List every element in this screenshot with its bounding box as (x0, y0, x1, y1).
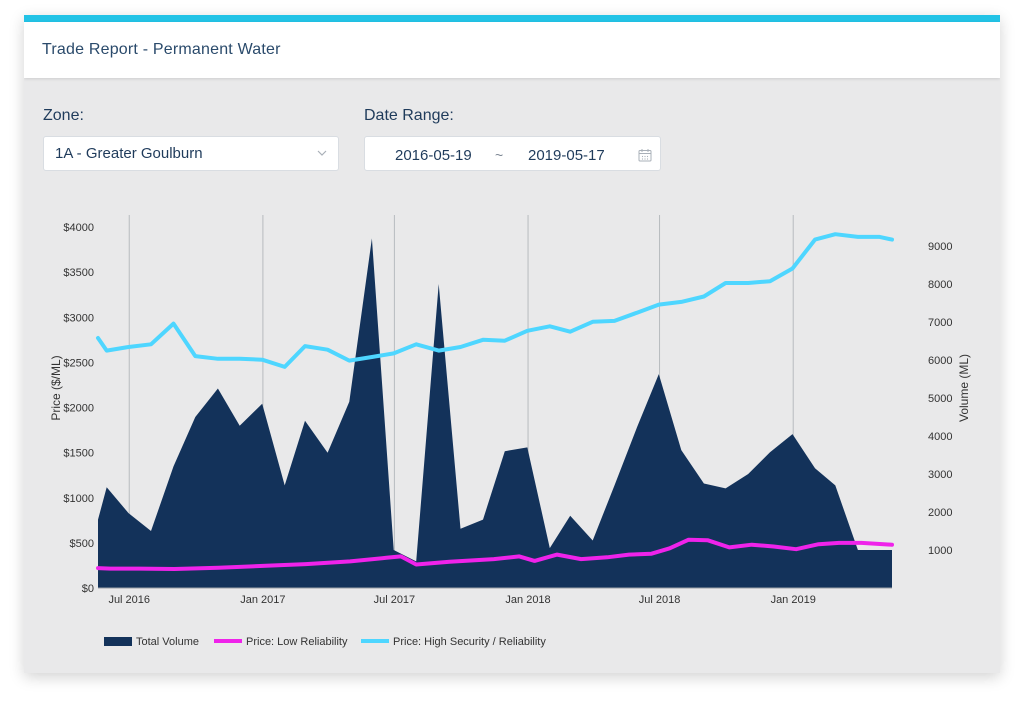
x-tick-label: Jan 2018 (505, 594, 550, 606)
y-tick-label: $0 (82, 583, 94, 595)
y-axis-left: $0 $500 $1000 $1500 $2000 $2500 $3000 $3500 $400… (63, 222, 94, 595)
date-end-input[interactable]: 2019-05-17 (528, 147, 605, 164)
date-start-input[interactable]: 2016-05-19 (395, 147, 472, 164)
x-tick-label: Jan 2019 (771, 594, 816, 606)
legend-swatch (214, 639, 242, 643)
price-lines-layer (96, 232, 894, 571)
y2-tick-label: 4000 (928, 431, 952, 443)
zone-select[interactable]: 1A - Greater Goulburn (43, 136, 339, 171)
y2-tick-label: 2000 (928, 507, 952, 519)
y-tick-label: $2000 (63, 403, 94, 415)
y2-tick-label: 3000 (928, 469, 952, 481)
page-title: Trade Report - Permanent Water (42, 41, 281, 58)
chevron-down-icon (317, 150, 327, 156)
y2-tick-label: 6000 (928, 355, 952, 367)
y-tick-label: $500 (70, 538, 94, 550)
legend: Total Volume Price: Low Reliability Price:… (104, 636, 546, 648)
volume-area-layer (98, 238, 892, 588)
card-header: Trade Report - Permanent Water (24, 22, 1000, 78)
x-tick-label: Jul 2017 (374, 594, 416, 606)
y-axis-right: 1000 2000 3000 4000 5000 6000 7000 8000 9000 (928, 241, 952, 557)
y2-axis-label: Volume (ML) (957, 354, 971, 422)
legend-swatch (361, 639, 389, 643)
series-total-volume-area (98, 238, 892, 588)
calendar-icon[interactable] (638, 148, 652, 162)
trade-report-card: Trade Report - Permanent Water Zone: 1A … (24, 15, 1000, 673)
y2-tick-label: 7000 (928, 317, 952, 329)
x-axis: Jul 2016 Jan 2017 Jul 2017 Jan 2018 Jul 2018… (108, 594, 815, 606)
trade-chart: $0 $500 $1000 $1500 $2000 $2500 $3000 $3500 $400… (49, 215, 971, 648)
y2-tick-label: 1000 (928, 545, 952, 557)
x-tick-label: Jul 2018 (639, 594, 681, 606)
y-tick-label: $4000 (63, 222, 94, 234)
x-tick-label: Jul 2016 (108, 594, 150, 606)
legend-item-0[interactable]: Total Volume (104, 636, 199, 648)
y-axis-label: Price ($/ML) (49, 355, 63, 420)
legend-item-1[interactable]: Price: Low Reliability (214, 636, 348, 648)
y2-tick-label: 5000 (928, 393, 952, 405)
zone-select-value: 1A - Greater Goulburn (55, 145, 203, 162)
legend-swatch (104, 637, 132, 646)
y-tick-label: $2500 (63, 357, 94, 369)
y-tick-label: $3000 (63, 312, 94, 324)
series-low-reliability-line (96, 537, 894, 571)
y-tick-label: $1000 (63, 493, 94, 505)
zone-label: Zone: (43, 107, 84, 124)
y2-tick-label: 9000 (928, 241, 952, 253)
date-range-label: Date Range: (364, 107, 454, 124)
legend-label: Total Volume (136, 636, 199, 648)
legend-label: Price: High Security / Reliability (393, 636, 546, 648)
series-high-security-line (96, 232, 894, 369)
y-tick-label: $3500 (63, 267, 94, 279)
y2-tick-label: 8000 (928, 279, 952, 291)
y-tick-label: $1500 (63, 448, 94, 460)
legend-label: Price: Low Reliability (246, 636, 348, 648)
x-tick-label: Jan 2017 (240, 594, 285, 606)
card-accent-bar (24, 15, 1000, 22)
date-separator: ~ (495, 147, 504, 163)
legend-item-2[interactable]: Price: High Security / Reliability (361, 636, 546, 648)
date-range-picker[interactable]: 2016-05-19 ~ 2019-05-17 (364, 136, 661, 171)
